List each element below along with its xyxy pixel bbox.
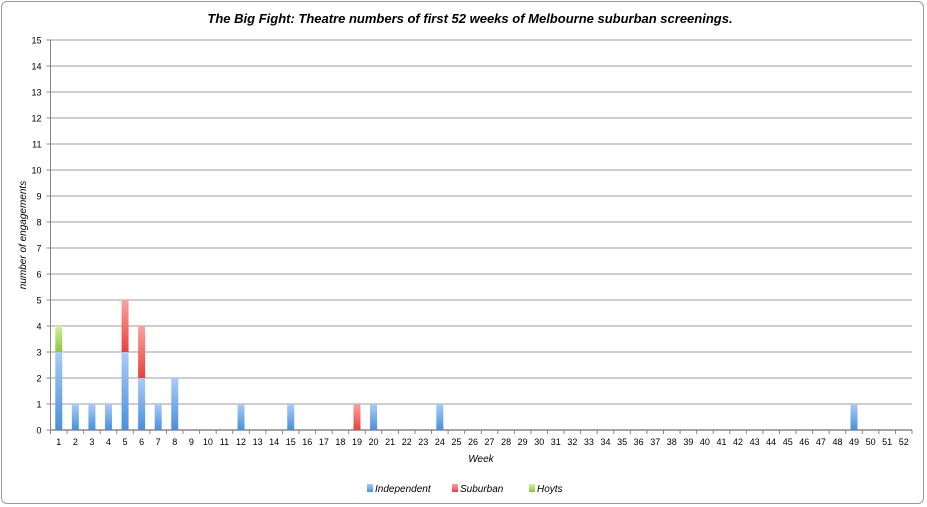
y-tick-label: 1 (36, 400, 41, 410)
x-tick-label: 9 (189, 437, 194, 447)
x-tick-label: 23 (418, 437, 428, 447)
x-tick-label: 50 (866, 437, 876, 447)
x-tick-label: 44 (766, 437, 776, 447)
x-tick-label: 39 (683, 437, 693, 447)
x-tick-label: 6 (139, 437, 144, 447)
y-tick-label: 12 (31, 114, 41, 124)
x-tick-label: 35 (617, 437, 627, 447)
x-tick-label: 17 (319, 437, 329, 447)
x-tick-label: 47 (816, 437, 826, 447)
y-tick-label: 13 (31, 88, 41, 98)
bar-hoyts-week-1 (55, 326, 63, 352)
bar-independent-week-49 (850, 404, 858, 430)
y-tick-label: 14 (31, 62, 41, 72)
bar-independent-week-12 (237, 404, 245, 430)
x-tick-label: 24 (435, 437, 445, 447)
x-tick-label: 18 (335, 437, 345, 447)
bar-independent-week-1 (55, 352, 63, 430)
legend-swatch-independent (367, 484, 373, 492)
x-tick-label: 33 (584, 437, 594, 447)
x-tick-label: 3 (89, 437, 94, 447)
x-tick-label: 20 (369, 437, 379, 447)
x-tick-label: 42 (733, 437, 743, 447)
x-tick-label: 30 (534, 437, 544, 447)
x-tick-label: 10 (203, 437, 213, 447)
bar-independent-week-15 (287, 404, 295, 430)
x-tick-label: 16 (302, 437, 312, 447)
bar-independent-week-20 (370, 404, 378, 430)
bar-suburban-week-6 (138, 326, 146, 378)
chart-title: The Big Fight: Theatre numbers of first … (207, 11, 732, 26)
x-tick-label: 19 (352, 437, 362, 447)
bar-independent-week-24 (436, 404, 444, 430)
legend-swatch-suburban (452, 484, 458, 492)
x-tick-label: 4 (106, 437, 111, 447)
y-tick-label: 5 (36, 296, 41, 306)
x-tick-label: 11 (220, 437, 229, 447)
x-tick-label: 8 (172, 437, 177, 447)
x-tick-label: 40 (700, 437, 710, 447)
x-tick-label: 31 (551, 437, 561, 447)
x-tick-label: 15 (286, 437, 296, 447)
y-tick-label: 0 (36, 426, 41, 436)
x-tick-label: 25 (451, 437, 461, 447)
x-axis-label: Week (468, 454, 494, 465)
x-tick-label: 38 (667, 437, 677, 447)
x-tick-label: 27 (485, 437, 495, 447)
y-tick-label: 6 (36, 270, 41, 280)
legend-label-independent: Independent (375, 484, 432, 495)
bar-suburban-week-5 (121, 300, 129, 352)
bar-independent-week-7 (154, 404, 162, 430)
x-tick-label: 51 (882, 437, 892, 447)
y-tick-label: 11 (32, 140, 41, 150)
legend-label-hoyts: Hoyts (537, 484, 563, 495)
x-tick-label: 14 (269, 437, 279, 447)
x-tick-label: 28 (501, 437, 511, 447)
y-tick-label: 9 (36, 192, 41, 202)
y-tick-label: 2 (36, 374, 41, 384)
x-tick-label: 2 (73, 437, 78, 447)
y-tick-label: 10 (31, 166, 41, 176)
y-tick-label: 7 (36, 244, 41, 254)
x-tick-label: 48 (832, 437, 842, 447)
x-tick-label: 41 (716, 437, 726, 447)
y-tick-label: 15 (31, 36, 41, 46)
bar-independent-week-2 (71, 404, 79, 430)
x-tick-label: 52 (899, 437, 909, 447)
bar-independent-week-4 (104, 404, 112, 430)
x-tick-label: 21 (385, 437, 395, 447)
x-tick-label: 22 (402, 437, 412, 447)
y-tick-label: 8 (36, 218, 41, 228)
x-tick-label: 26 (468, 437, 478, 447)
x-tick-label: 49 (849, 437, 859, 447)
bar-suburban-week-19 (353, 404, 361, 430)
y-tick-label: 3 (36, 348, 41, 358)
x-tick-label: 29 (518, 437, 528, 447)
x-tick-label: 7 (156, 437, 161, 447)
x-tick-label: 12 (236, 437, 246, 447)
x-tick-label: 36 (634, 437, 644, 447)
bar-independent-week-6 (138, 378, 146, 430)
legend-label-suburban: Suburban (460, 484, 504, 495)
x-tick-label: 32 (567, 437, 577, 447)
y-axis-label: number of engagements (18, 181, 29, 289)
x-tick-label: 5 (123, 437, 128, 447)
x-tick-label: 45 (783, 437, 793, 447)
x-tick-label: 37 (650, 437, 660, 447)
x-tick-label: 1 (56, 437, 61, 447)
x-tick-label: 34 (600, 437, 610, 447)
bar-independent-week-5 (121, 352, 129, 430)
bar-independent-week-8 (171, 378, 179, 430)
x-tick-label: 46 (799, 437, 809, 447)
x-tick-label: 43 (750, 437, 760, 447)
bar-independent-week-3 (88, 404, 96, 430)
x-tick-label: 13 (253, 437, 263, 447)
legend-swatch-hoyts (529, 484, 535, 492)
y-tick-label: 4 (36, 322, 41, 332)
